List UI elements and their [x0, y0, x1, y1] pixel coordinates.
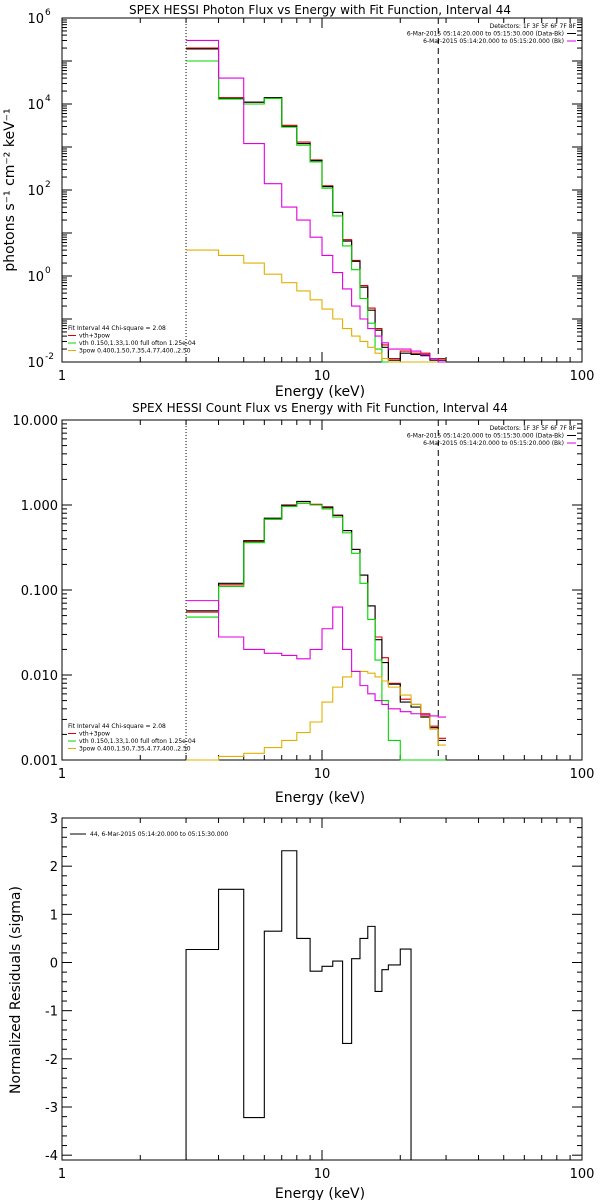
series-line-vth-3pow — [186, 47, 447, 360]
series-line-3pow — [186, 670, 447, 761]
y-tick-label: 10.000 — [13, 414, 59, 429]
series-line-residuals — [185, 850, 412, 1160]
y-tick-label: 10 — [27, 356, 44, 371]
resid-legend: 44, 6-Mar-2015 05:14:20.000 to 05:15:30.… — [70, 831, 228, 838]
series-line-vth — [186, 502, 447, 761]
resid-xlabel: Energy (keV) — [275, 1186, 365, 1200]
legend-entry-text: 6-Mar-2015 05:14:20.000 to 05:15:20.000 … — [423, 38, 564, 45]
series-line-data — [186, 500, 447, 741]
legend-entry-text: vth+3pow — [79, 333, 110, 340]
count-xlabel: Energy (keV) — [275, 790, 365, 806]
x-tick-label: 1 — [58, 1167, 66, 1182]
count-legend: Detectors: 1F 3F 5F 6F 7F 8F6-Mar-2015 0… — [68, 425, 577, 753]
photon-legend: Detectors: 1F 3F 5F 6F 7F 8F6-Mar-2015 0… — [68, 23, 577, 355]
legend-entry-text: Detectors: 1F 3F 5F 6F 7F 8F — [490, 23, 577, 30]
resid-series — [185, 850, 412, 1160]
x-tick-label: 10 — [314, 369, 331, 384]
y-tick-label-exponent: 4 — [45, 94, 51, 104]
y-tick-label: 0.010 — [21, 669, 58, 684]
count-title: SPEX HESSI Count Flux vs Energy with Fit… — [132, 401, 508, 415]
y-tick-label: -4 — [45, 1149, 58, 1164]
y-tick-label: 2 — [50, 860, 58, 875]
legend-entry-text: Fit Interval 44 Chi-square = 2.08 — [68, 723, 166, 730]
series-line-bk — [186, 39, 447, 363]
resid-plot-frame — [61, 817, 583, 1161]
legend-entry-text: 6-Mar-2015 05:14:20.000 to 05:15:30.000 … — [407, 433, 564, 440]
legend-entry-text: 6-Mar-2015 05:14:20.000 to 05:15:30.000 … — [407, 31, 564, 38]
y-tick-label: 10 — [27, 98, 44, 113]
series-line-3pow — [186, 249, 447, 363]
y-tick-label: 1 — [50, 908, 58, 923]
legend-entry-text: Detectors: 1F 3F 5F 6F 7F 8F — [490, 425, 577, 432]
series-line-vth — [186, 60, 447, 363]
photon-title: SPEX HESSI Photon Flux vs Energy with Fi… — [129, 3, 511, 17]
x-tick-label: 100 — [570, 369, 595, 384]
legend-entry-text: vth 0.150,1.33,1.00 full ofton 1.25e-04 — [79, 340, 196, 347]
y-tick-label-exponent: 6 — [45, 8, 51, 18]
y-tick-label-exponent: -2 — [45, 352, 54, 362]
resid-ylabel: Normalized Residuals (sigma) — [8, 886, 24, 1094]
x-tick-label: 1 — [58, 767, 66, 782]
photon-ylabel: photons s⁻¹ cm⁻² keV⁻¹ — [2, 108, 18, 271]
y-tick-label-exponent: 0 — [45, 266, 51, 276]
y-tick-label: 1.000 — [21, 499, 58, 514]
y-tick-label: -2 — [45, 1053, 58, 1068]
photon-plot-frame — [61, 17, 583, 363]
count-ticks: 1 10 100 0.001 0.010 0.100 1.000 10.000 — [13, 414, 595, 782]
series-line-data — [186, 48, 447, 361]
y-tick-label-exponent: 2 — [45, 180, 51, 190]
y-tick-label: -1 — [45, 1005, 58, 1020]
x-tick-label: 10 — [314, 767, 331, 782]
y-tick-label: -3 — [45, 1101, 58, 1116]
legend-entry-text: 44, 6-Mar-2015 05:14:20.000 to 05:15:30.… — [90, 831, 228, 838]
y-tick-label: 10 — [27, 184, 44, 199]
y-tick-label: 3 — [50, 812, 58, 827]
y-tick-label: 0 — [50, 957, 58, 972]
legend-entry-text: 3pow 0.400,1.50,7.35,4.77,400.,2.50 — [79, 746, 191, 753]
count-panel: SPEX HESSI Count Flux vs Energy with Fit… — [13, 401, 595, 806]
x-tick-label: 100 — [570, 1167, 595, 1182]
legend-entry-text: vth 0.150,1.33,1.00 full ofton 1.25e-04 — [79, 738, 196, 745]
legend-entry-text: 3pow 0.400,1.50,7.35,4.77,400.,2.50 — [79, 348, 191, 355]
count-series — [186, 500, 447, 761]
series-line-vth-3pow — [186, 502, 447, 739]
y-tick-label: 0.100 — [21, 584, 58, 599]
photon-panel: SPEX HESSI Photon Flux vs Energy with Fi… — [2, 3, 594, 400]
legend-entry-text: vth+3pow — [79, 731, 110, 738]
photon-series — [186, 39, 447, 363]
y-tick-label: 10 — [27, 12, 44, 27]
legend-entry-text: 6-Mar-2015 05:14:20.000 to 05:15:20.000 … — [423, 440, 564, 447]
series-line-bk — [186, 600, 447, 718]
x-tick-label: 100 — [570, 767, 595, 782]
y-tick-label: 0.001 — [21, 754, 58, 769]
y-tick-label: 10 — [27, 270, 44, 285]
photon-xlabel: Energy (keV) — [275, 384, 365, 400]
x-tick-label: 10 — [314, 1167, 331, 1182]
x-tick-label: 1 — [58, 369, 66, 384]
legend-entry-text: Fit Interval 44 Chi-square = 2.08 — [68, 325, 166, 332]
